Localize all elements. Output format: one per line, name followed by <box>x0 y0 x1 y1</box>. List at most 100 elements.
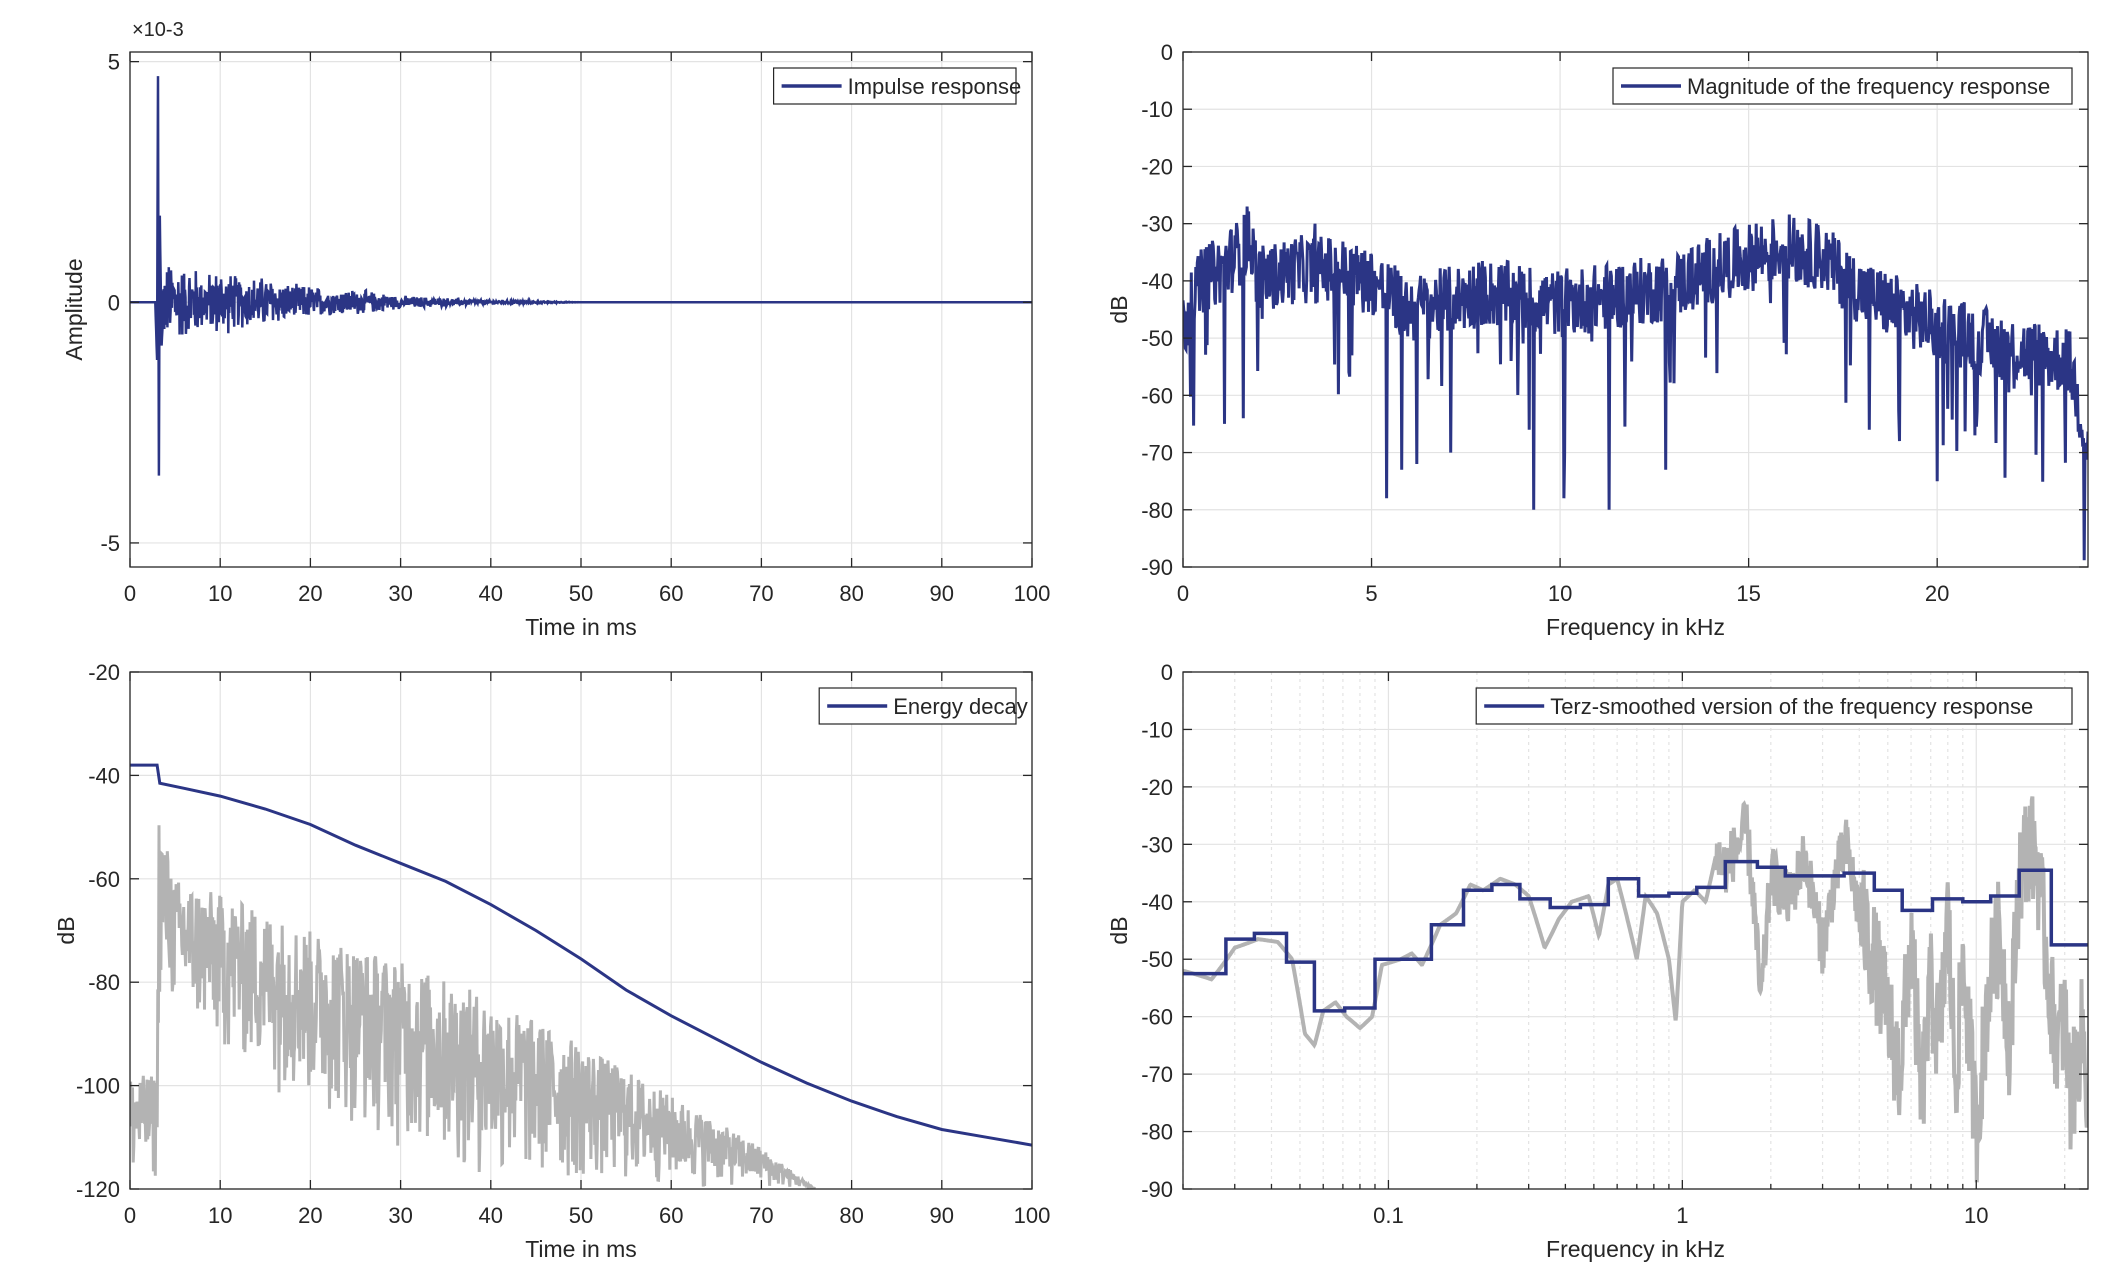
x-tick-label: 20 <box>1925 581 1949 606</box>
y-tick-label: -40 <box>1141 269 1173 294</box>
y-tick-label: -30 <box>1141 832 1173 857</box>
plot-area <box>1183 206 2088 561</box>
x-tick-label: 0.1 <box>1373 1203 1404 1228</box>
x-tick-label: 60 <box>659 1203 683 1228</box>
y-tick-label: 5 <box>108 50 120 75</box>
y-exponent-label: ×10-3 <box>132 19 184 41</box>
x-tick-label: 80 <box>839 581 863 606</box>
x-tick-label: 5 <box>1365 581 1377 606</box>
y-axis-label: Amplitude <box>61 258 87 360</box>
series-energy-decay <box>130 763 1032 1147</box>
legend-label: Terz-smoothed version of the frequency r… <box>1550 694 2033 719</box>
x-tick-label: 50 <box>569 1203 593 1228</box>
x-tick-label: 70 <box>749 1203 773 1228</box>
x-tick-label: 30 <box>388 581 412 606</box>
legend: Impulse response <box>772 67 1022 105</box>
axes-box <box>1182 51 2089 568</box>
x-tick-label: 10 <box>208 581 232 606</box>
x-tick-label: 60 <box>659 581 683 606</box>
y-tick-label: 0 <box>108 290 120 315</box>
x-tick-label: 15 <box>1736 581 1760 606</box>
plot-area <box>1183 796 2088 1183</box>
series-unsmoothed <box>1183 796 2088 1183</box>
x-tick-label: 20 <box>298 581 322 606</box>
ticks <box>129 671 1033 1190</box>
y-tick-label: -20 <box>1141 775 1173 800</box>
x-axis-label: Frequency in kHz <box>1546 614 1725 640</box>
y-tick-label: -60 <box>88 867 120 892</box>
ticks <box>1182 51 2088 568</box>
y-tick-label: -60 <box>1141 383 1173 408</box>
y-tick-label: -80 <box>88 970 120 995</box>
y-tick-label: -10 <box>1141 717 1173 742</box>
x-tick-label: 0 <box>124 1203 136 1228</box>
y-tick-label: -100 <box>76 1074 120 1099</box>
y-tick-label: -20 <box>1141 154 1173 179</box>
y-axis-label: dB <box>53 916 79 944</box>
y-axis-label: dB <box>1106 295 1132 323</box>
x-axis-label: Frequency in kHz <box>1546 1236 1725 1262</box>
y-tick-label: -20 <box>88 660 120 685</box>
x-tick-label: 0 <box>1177 581 1189 606</box>
y-tick-label: -40 <box>88 763 120 788</box>
x-tick-label: 0 <box>124 581 136 606</box>
x-tick-label: 50 <box>569 581 593 606</box>
y-tick-label: -70 <box>1141 1062 1173 1087</box>
series-instantaneous-energy <box>130 825 817 1189</box>
y-tick-label: -80 <box>1141 498 1173 523</box>
x-tick-label: 40 <box>479 1203 503 1228</box>
y-axis-label: dB <box>1106 916 1132 944</box>
x-tick-label: 100 <box>1014 581 1051 606</box>
x-tick-label: 10 <box>208 1203 232 1228</box>
axes-box <box>1182 671 2089 1190</box>
y-tick-label: -40 <box>1141 890 1173 915</box>
x-tick-label: 1 <box>1676 1203 1688 1228</box>
y-tick-label: 0 <box>1161 40 1173 65</box>
series-terz-smoothed <box>1183 859 2088 1013</box>
y-tick-label: -30 <box>1141 212 1173 237</box>
y-tick-label: -50 <box>1141 326 1173 351</box>
x-tick-label: 40 <box>479 581 503 606</box>
ticks <box>1182 671 2088 1190</box>
y-tick-label: -10 <box>1141 97 1173 122</box>
y-tick-label: -70 <box>1141 441 1173 466</box>
x-tick-label: 10 <box>1964 1203 1988 1228</box>
plot-area <box>130 763 1032 1189</box>
x-tick-label: 90 <box>930 1203 954 1228</box>
x-axis-label: Time in ms <box>525 614 637 640</box>
y-tick-label: 0 <box>1161 660 1173 685</box>
legend: Terz-smoothed version of the frequency r… <box>1475 687 2073 725</box>
ticks <box>129 52 1033 567</box>
legend-box <box>1475 687 2073 725</box>
legend: Energy decay <box>818 687 1028 725</box>
y-tick-label: -50 <box>1141 947 1173 972</box>
y-tick-label: -5 <box>100 531 120 556</box>
x-tick-label: 20 <box>298 1203 322 1228</box>
panel-4: 0.1 1 10 0 -10 -20 -30 -40 -50 -60 -70 -80 -90 Freque… <box>1106 660 2089 1262</box>
y-tick-label: -90 <box>1141 1177 1173 1202</box>
plot-area <box>130 76 1032 476</box>
x-tick-label: 10 <box>1548 581 1572 606</box>
y-tick-label: -80 <box>1141 1120 1173 1145</box>
series-magnitude <box>1183 206 2088 561</box>
y-tick-label: -120 <box>76 1177 120 1202</box>
legend: Magnitude of the frequency response <box>1612 67 2073 105</box>
x-tick-label: 90 <box>930 581 954 606</box>
y-tick-label: -60 <box>1141 1005 1173 1030</box>
grid <box>1182 671 2088 1190</box>
x-tick-label: 100 <box>1014 1203 1051 1228</box>
x-tick-label: 80 <box>839 1203 863 1228</box>
legend-label: Magnitude of the frequency response <box>1687 74 2050 99</box>
x-tick-label: 70 <box>749 581 773 606</box>
legend-label: Impulse response <box>848 74 1022 99</box>
y-tick-label: -90 <box>1141 555 1173 580</box>
panel-2: 0 5 10 15 20 0 -10 -20 -30 -40 -50 -60 -70 -80 -90 Freq… <box>1106 40 2089 640</box>
series-impulse-response <box>130 76 1032 476</box>
x-tick-label: 30 <box>388 1203 412 1228</box>
panel-3: 0 10 20 30 40 50 60 70 80 90 100 -20 -40 -60 -80 -100 -1… <box>53 660 1050 1262</box>
legend-box <box>1612 67 2073 105</box>
legend-label: Energy decay <box>893 694 1028 719</box>
x-axis-label: Time in ms <box>525 1236 637 1262</box>
